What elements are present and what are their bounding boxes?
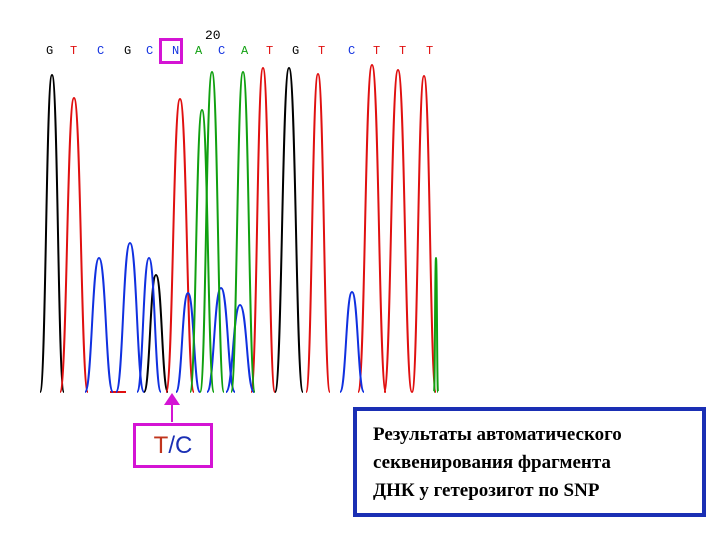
caption-line-1: Результаты автоматического <box>373 424 622 445</box>
trace-peak-a <box>199 70 225 393</box>
trace-peak-t <box>59 96 89 393</box>
base-call: G <box>292 44 300 58</box>
base-call: N <box>172 44 180 58</box>
trace-peak-t <box>165 97 195 393</box>
base-call: T <box>318 44 326 58</box>
trace-peak-c <box>339 290 365 393</box>
trace-peak-a <box>433 256 439 393</box>
trace-peak-c <box>225 303 255 393</box>
base-call: G <box>46 44 54 58</box>
trace-peak-c <box>175 291 201 393</box>
snp-arrow-shaft <box>171 396 173 422</box>
allele-t: T <box>153 432 169 459</box>
base-call: C <box>218 44 226 58</box>
base-call: T <box>70 44 78 58</box>
base-call: A <box>241 44 249 58</box>
caption-line-2: секвенирования фрагмента <box>373 452 611 473</box>
snp-arrow-icon <box>164 393 180 405</box>
trace-peak-c <box>136 256 162 393</box>
trace-peak-a <box>189 108 215 393</box>
trace-peak-c <box>115 241 145 393</box>
trace-peak-g <box>274 66 304 393</box>
snp-genotype-label: T/C <box>133 423 213 468</box>
snp-highlight-box <box>159 38 183 64</box>
trace-peak-a <box>230 70 256 393</box>
base-call: T <box>399 44 407 58</box>
allele-c: C <box>175 432 193 459</box>
trace-peak-g <box>39 73 65 393</box>
allele-separator: / <box>168 432 175 459</box>
caption-box: Результаты автоматического секвенировани… <box>353 407 706 517</box>
trace-peak-t <box>411 74 437 393</box>
caption-line-3: ДНК у гетерозигот по SNP <box>373 480 600 501</box>
trace-peak-t <box>250 66 276 393</box>
base-call: G <box>124 44 132 58</box>
trace-peak-g <box>143 273 169 393</box>
base-call: T <box>426 44 434 58</box>
trace-peak-t <box>305 72 331 393</box>
base-call: A <box>195 44 203 58</box>
trace-peak-t <box>357 63 387 393</box>
base-call: C <box>146 44 154 58</box>
base-position-label: 20 <box>205 28 221 43</box>
trace-peak-t <box>383 68 413 393</box>
base-call: C <box>348 44 356 58</box>
base-call: T <box>266 44 274 58</box>
base-call: C <box>97 44 105 58</box>
base-call: T <box>373 44 381 58</box>
trace-peak-c <box>84 256 114 393</box>
